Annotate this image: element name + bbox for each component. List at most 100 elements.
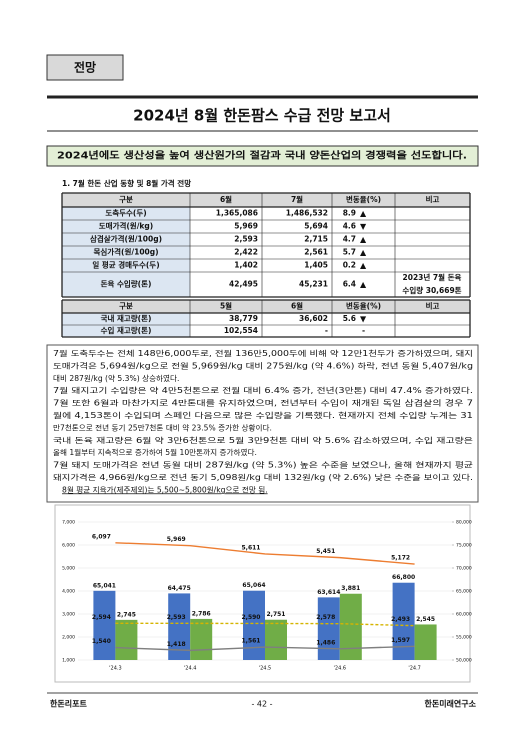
line [115,645,415,652]
body-line: 월에 4,153톤이 수입되며 스페인 다음으로 많은 수입량을 기록했다. 현… [53,410,473,420]
body-line: 돼지가격은 4,966원/kg으로 전년 동기 5,098원/kg 대비 132… [53,472,473,482]
bar [414,624,437,660]
column-header: 변동율(%) [346,194,381,204]
body-line: 7월 돼지고기 수입량은 약 4만5천톤으로 전월 대비 6.4% 증가, 전년… [53,385,473,395]
column-header: 구분 [119,302,133,311]
bar [243,590,265,660]
trend-arrow: ▲ [360,235,367,244]
column-header: 5월 [220,301,232,311]
data-label: 5,451 [316,548,335,555]
column-header: 구분 [119,195,133,204]
data-label: 2,493 [391,616,410,623]
column-header: 6월 [291,301,303,311]
row-label: 도축두수(두) [105,208,146,218]
bar [317,597,340,660]
data-label: 2,578 [316,614,335,621]
banner: 2024년에도 생산성을 높여 생산원가의 절감과 국내 양돈산업의 경쟁력을 … [57,150,467,162]
data-label: 1,597 [391,637,410,644]
bar [392,582,415,660]
title: 2024년 8월 한돈팜스 수급 전망 보고서 [133,107,391,125]
data-label: 2,751 [267,611,286,618]
cell: 42,495 [229,280,258,289]
y2-tick-label: 80,000 [456,520,472,526]
data-label: 65,064 [242,582,265,589]
cell: 38,779 [229,314,258,323]
label-column [62,207,190,297]
cell: 1,365,086 [216,209,258,218]
tag: 전망 [74,60,96,75]
y2-tick-label: 75,000 [456,543,472,549]
cell: 36,602 [299,314,328,323]
body-line: 7월 도축두수는 전체 148만6,000두로, 전월 136만5,000두에 … [53,348,473,358]
data-label: 5,969 [167,536,186,543]
body-line: 국내 돈육 재고량은 6월 약 3만6천톤으로 5월 3만9천톤 대비 약 5.… [53,435,473,445]
cell: 2,561 [304,248,328,257]
cell: 1,405 [304,261,328,270]
cell: - [325,326,328,335]
rate: 8.9 [343,209,356,218]
data-label: 2,593 [167,614,186,621]
banner-box [46,145,479,167]
text-box [46,344,479,503]
footer-left: 한돈리포트 [50,699,87,709]
rate: - [362,326,365,335]
data-label: 6,097 [92,533,111,540]
data-label: 3,881 [341,585,360,592]
data-label: 5,611 [242,544,261,551]
rate: 5.6 [343,314,356,323]
data-label: 65,041 [93,582,116,589]
data-label: 63,614 [317,589,340,596]
data-label: 1,540 [92,638,111,645]
y2-tick-label: 65,000 [456,589,472,595]
line [115,542,415,565]
body-line: 7월 또한 6월과 마찬가지로 4만톤대를 유지하였으며, 전년부터 수입이 재… [53,398,473,408]
section-heading: 1. 7월 한돈 산업 동향 및 8월 가격 전망 [62,178,191,188]
bar [168,593,191,660]
body-line: 7월 돼지 도매가격은 전년 동월 대비 287원/kg (약 5.3%) 높은… [53,460,473,470]
column-header: 7월 [291,194,303,204]
note: 수입량 30,669톤 [402,285,461,295]
body-line: 만7천톤으로 전년 동기 25만7천톤 대비 약 23.5% 증가한 상황이다. [53,422,272,432]
column-header: 비고 [426,301,440,311]
bar [93,590,116,660]
footer-right: 한돈미래연구소 [424,699,476,709]
cell: 5,694 [304,222,328,231]
page-number: - 42 - [251,700,272,709]
rate: 4.7 [343,235,356,244]
cell: 102,554 [224,326,258,335]
cell: 2,422 [234,248,258,257]
body-line: 도매가격은 5,694원/kg으로 전월 5,969원/kg 대비 275원/k… [53,360,473,370]
data-label: 64,475 [168,585,191,592]
row-label: 도매가격(원/kg) [99,221,153,231]
data-label: 2,545 [416,616,435,623]
data-label: 2,745 [117,611,136,618]
y-tick-label: 6,000 [62,543,75,549]
data-label: 1,486 [316,639,335,646]
column-header: 6월 [220,194,232,204]
note: 2023년 7월 돈육 [403,272,462,282]
data-label: 1,561 [242,638,261,645]
cell: 2,715 [304,235,328,244]
trend-arrow: ▼ [360,222,367,231]
rate: 6.4 [343,280,356,289]
column-header: 비고 [426,194,440,204]
y-tick-label: 2,000 [62,635,75,641]
rate: 4.6 [343,222,356,231]
cell: 45,231 [299,280,328,289]
column-header: 변동율(%) [346,301,381,311]
header-row [62,193,470,207]
row-label: 국내 재고량(톤) [101,313,152,323]
trend-arrow: ▲ [360,209,367,218]
bar [190,618,213,660]
y2-tick-label: 70,000 [456,566,472,572]
y-tick-label: 3,000 [62,612,75,618]
row-label: 일 평균 경매두수(두) [92,260,159,270]
bar [339,593,362,660]
body-line: 대비 287원/kg (약 5.3%) 상승하였다. [53,373,179,383]
data-label: 2,786 [192,610,211,617]
rate: 0.2 [343,261,356,270]
data-label: 2,590 [242,614,261,621]
cell: 1,402 [234,261,258,270]
y-tick-label: 5,000 [62,566,75,572]
x-tick-label: '24.6 [334,666,347,672]
